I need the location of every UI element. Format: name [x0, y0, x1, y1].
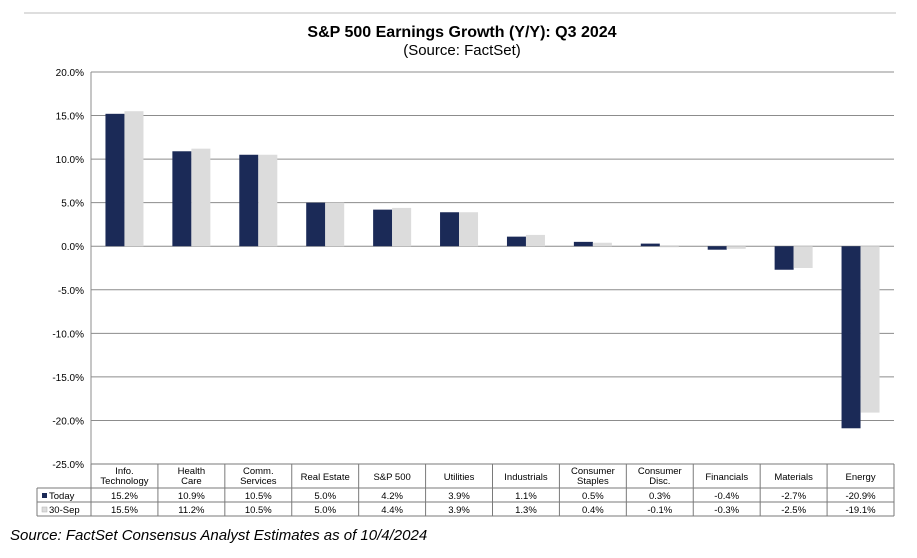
category-label: Energy — [845, 472, 875, 483]
category-label: Consumer — [571, 466, 615, 477]
category-label: Materials — [774, 472, 813, 483]
y-axis-tick-labels: 20.0% 15.0% 10.0% 5.0% 0.0% -5.0% -10.0% -15.0%… — [52, 68, 84, 471]
chart-title: S&P 500 Earnings Growth (Y/Y): Q3 2024 — [307, 24, 616, 41]
legend-label-30-sep: 30-Sep — [49, 505, 80, 516]
bar-today — [506, 236, 526, 247]
data-label: -0.3% — [714, 505, 739, 516]
bar-30-sep — [525, 234, 545, 247]
legend-swatch-today — [42, 493, 47, 498]
data-label: -2.5% — [781, 505, 806, 516]
category-label: Staples — [577, 476, 609, 487]
bar-today — [774, 246, 794, 270]
category-label: Services — [240, 476, 277, 487]
category-label: Info. — [115, 466, 134, 477]
data-label: 5.0% — [314, 505, 336, 516]
y-tick-label: 10.0% — [56, 155, 84, 166]
data-label: -20.9% — [845, 491, 876, 502]
y-tick-label: -25.0% — [52, 460, 84, 471]
bar-today — [239, 154, 259, 247]
data-label: 15.5% — [111, 505, 138, 516]
data-label: 15.2% — [111, 491, 138, 502]
data-label: -0.1% — [647, 505, 672, 516]
y-tick-label: -5.0% — [58, 286, 84, 297]
bar-30-sep — [258, 154, 278, 247]
data-label: 0.4% — [582, 505, 604, 516]
data-label: 3.9% — [448, 505, 470, 516]
data-label: 0.5% — [582, 491, 604, 502]
category-label: Care — [181, 476, 202, 487]
legend-swatch-30-sep — [41, 506, 48, 513]
y-tick-label: -10.0% — [52, 329, 84, 340]
bar-today — [373, 209, 393, 247]
data-label: 10.5% — [245, 491, 272, 502]
data-label: -2.7% — [781, 491, 806, 502]
category-label: Industrials — [504, 472, 548, 483]
bar-today — [707, 246, 727, 250]
bar-30-sep — [191, 148, 211, 247]
bar-30-sep — [860, 246, 880, 413]
bar-today — [172, 151, 192, 247]
data-label: 4.2% — [381, 491, 403, 502]
y-tick-label: 0.0% — [61, 242, 84, 253]
gridlines — [90, 71, 894, 465]
bar-30-sep — [459, 212, 479, 247]
category-label: Real Estate — [301, 472, 350, 483]
category-label: Consumer — [638, 466, 682, 477]
data-label: 10.9% — [178, 491, 205, 502]
bar-today — [640, 243, 660, 247]
bar-30-sep — [793, 246, 813, 268]
y-tick-label: 5.0% — [61, 199, 84, 210]
data-label: -0.4% — [714, 491, 739, 502]
category-label: Health — [178, 466, 205, 477]
bar-today — [105, 113, 125, 247]
data-label: 1.1% — [515, 491, 537, 502]
data-label: 1.3% — [515, 505, 537, 516]
bar-30-sep — [124, 111, 144, 247]
category-label: Technology — [100, 476, 148, 487]
legend-label-today: Today — [49, 491, 75, 502]
data-label: 11.2% — [178, 505, 205, 516]
data-label: 0.3% — [649, 491, 671, 502]
data-label: 10.5% — [245, 505, 272, 516]
bar-30-sep — [726, 246, 746, 249]
y-tick-label: 20.0% — [56, 68, 84, 79]
bar-today — [841, 246, 861, 429]
category-label: Utilities — [444, 472, 475, 483]
data-label: 3.9% — [448, 491, 470, 502]
category-label: Financials — [705, 472, 748, 483]
bar-30-sep — [592, 242, 612, 247]
bar-30-sep — [325, 202, 345, 247]
category-label: Comm. — [243, 466, 274, 477]
bar-today — [306, 202, 326, 247]
data-label: 5.0% — [314, 491, 336, 502]
source-footnote: Source: FactSet Consensus Analyst Estima… — [10, 527, 428, 544]
bar-30-sep — [392, 207, 412, 247]
category-label: S&P 500 — [373, 472, 410, 483]
category-label: Disc. — [649, 476, 670, 487]
bar-30-sep — [659, 246, 679, 248]
y-tick-label: -20.0% — [52, 416, 84, 427]
bar-today — [440, 212, 460, 247]
bar-today — [573, 241, 593, 247]
y-tick-label: -15.0% — [52, 373, 84, 384]
data-label: -19.1% — [845, 505, 876, 516]
chart-subtitle: (Source: FactSet) — [403, 42, 521, 59]
bars — [105, 111, 880, 429]
data-label: 4.4% — [381, 505, 403, 516]
y-tick-label: 15.0% — [56, 112, 84, 123]
